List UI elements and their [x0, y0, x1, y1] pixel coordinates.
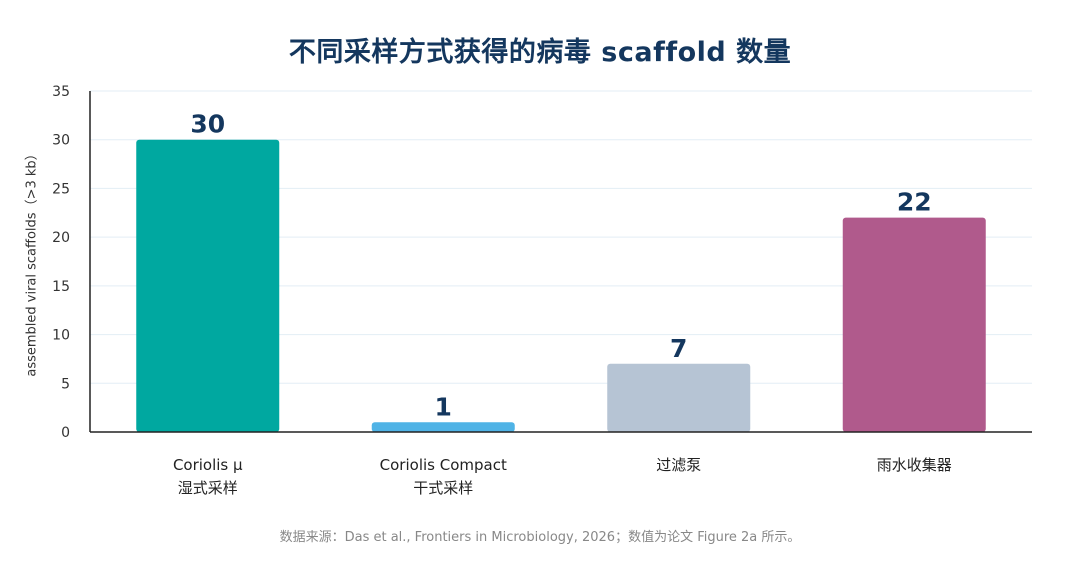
x-tick-label: 干式采样	[413, 479, 473, 497]
y-tick-label: 25	[52, 181, 70, 197]
bar-value-label: 22	[897, 188, 932, 217]
bar-value-label: 30	[190, 110, 225, 139]
x-tick-label: Coriolis Compact	[380, 456, 507, 474]
bars	[136, 139, 986, 432]
x-tick-label: Coriolis μ	[173, 456, 243, 474]
bar-value-label: 7	[670, 334, 687, 363]
x-tick-label: 雨水收集器	[877, 456, 952, 474]
y-tick-label: 35	[52, 84, 70, 100]
chart-title: 不同采样方式获得的病毒 scaffold 数量	[288, 37, 792, 68]
x-tick-label: 过滤泵	[656, 456, 701, 474]
bar	[607, 363, 751, 432]
source-note: 数据来源：Das et al., Frontiers in Microbiolo…	[279, 530, 801, 545]
y-tick-label: 15	[52, 279, 70, 295]
axes	[89, 91, 1032, 433]
bar	[136, 139, 280, 432]
bar	[842, 217, 986, 432]
y-tick-label: 30	[52, 133, 70, 149]
y-tick-label: 10	[52, 328, 70, 344]
labels: 0 5 10 15 20 25 30 35 30 Coriolis μ 湿式采样 1 Coriolis …	[52, 84, 952, 497]
bar-value-label: 1	[435, 392, 452, 421]
y-tick-label: 20	[52, 230, 70, 246]
y-tick-label: 5	[61, 376, 70, 392]
bar	[371, 422, 515, 432]
x-tick-label: 湿式采样	[178, 479, 238, 497]
y-tick-label: 0	[61, 425, 70, 441]
